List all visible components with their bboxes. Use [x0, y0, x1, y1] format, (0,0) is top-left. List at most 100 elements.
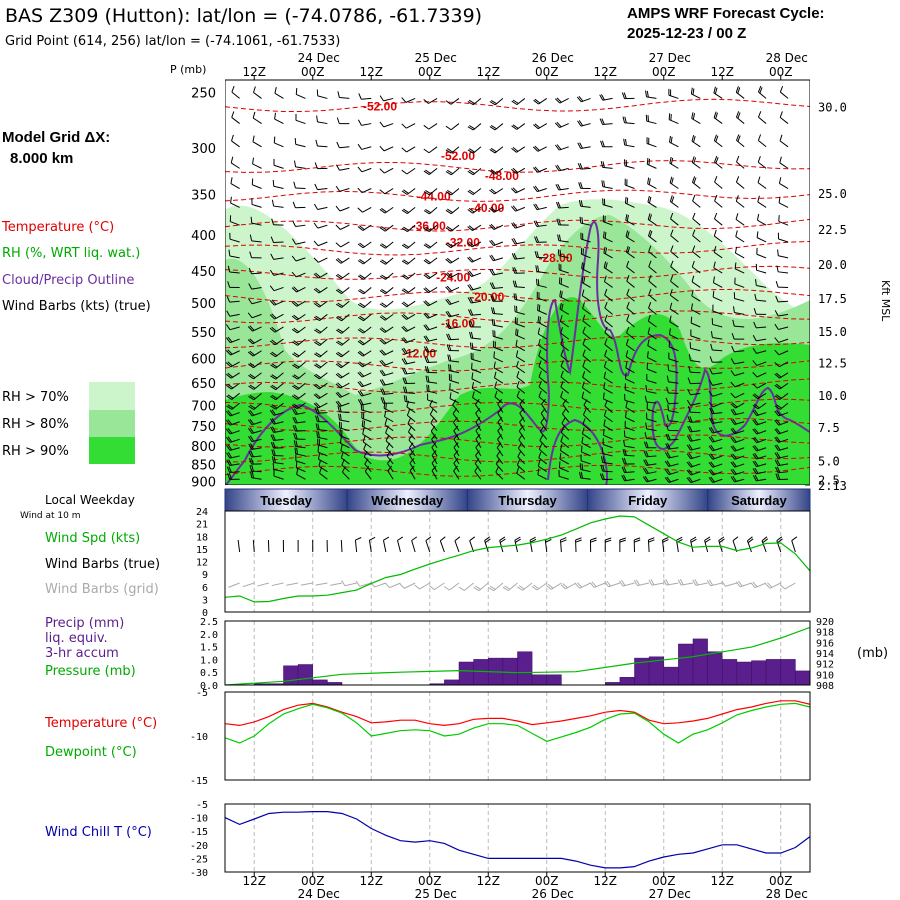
- wind-barb-feather: [314, 364, 320, 369]
- wind-barb-feather: [580, 200, 583, 207]
- wind-barb-feather: [752, 394, 759, 400]
- wind-barb-feather: [774, 362, 780, 368]
- wind-barb-feather: [691, 275, 695, 282]
- wind-barb-feather: [250, 450, 254, 457]
- wind-barb-feather: [291, 238, 297, 245]
- wind-barb: [626, 307, 635, 315]
- wind-barb: [493, 357, 504, 363]
- wind-barb-feather: [227, 383, 234, 389]
- wind-barb: [537, 474, 547, 480]
- wind-barb: [602, 444, 613, 449]
- wind-barb-feather: [231, 111, 235, 118]
- wind-barb-feather: [445, 149, 452, 154]
- wind-barb-feather: [580, 471, 583, 479]
- wind-barb-feather: [248, 395, 255, 401]
- axis-tick-label: 3: [202, 595, 208, 606]
- wind-barb-feather: [449, 364, 452, 372]
- wind-barb-feather: [381, 327, 387, 332]
- wind-barb-feather: [359, 274, 366, 279]
- wind-barb-feather: [423, 301, 429, 307]
- wind-barb-feather: [776, 436, 781, 443]
- wind-barb-feather: [730, 469, 736, 475]
- wind-barb-feather: [736, 155, 740, 163]
- wind-barb-feather: [357, 119, 362, 126]
- wind-barb-feather: [381, 388, 386, 395]
- wind-barb-feather: [445, 273, 451, 279]
- wind-barb-feather: [582, 408, 587, 416]
- wind-barb-feather: [577, 120, 582, 127]
- wind-barb: [736, 161, 745, 169]
- wind-barb-feather: [517, 442, 523, 449]
- wind-barb: [317, 188, 328, 191]
- wind-barb-feather: [425, 208, 432, 214]
- wind-barb-feather: [752, 461, 757, 467]
- wind-barb-feather: [774, 437, 779, 443]
- wind-barb-feather: [530, 538, 537, 543]
- wind-barb-feather: [559, 315, 563, 322]
- wind-barb-feather: [357, 290, 364, 295]
- wind-barb: [317, 241, 328, 247]
- wind-barb-feather: [714, 194, 718, 202]
- wind-barb-feather: [776, 419, 781, 425]
- wind-barb: [735, 218, 745, 226]
- axis-tick-label: -15: [190, 776, 208, 787]
- wind-barb-feather: [423, 288, 429, 294]
- grid-wind-barb: [228, 582, 240, 588]
- wind-barb: [734, 268, 745, 274]
- wind-barb-feather: [248, 458, 253, 465]
- wind-barb-feather: [513, 238, 518, 244]
- wind-barb-feather: [752, 428, 758, 435]
- wind-barb-feather: [778, 177, 782, 184]
- wind-barb-feather: [448, 344, 452, 351]
- pressure-tick-label: 400: [191, 229, 216, 244]
- wind-barb-feather: [710, 343, 713, 351]
- wind-barb-feather: [602, 428, 605, 436]
- wind-barb-feather: [292, 201, 296, 208]
- wind-barb: [734, 298, 745, 302]
- wind-barb: [273, 164, 284, 169]
- wind-barb-feather: [291, 271, 297, 278]
- wind-barb-feather: [533, 204, 538, 210]
- wind-barb-feather: [511, 100, 518, 106]
- axis-tick-label: 12: [196, 558, 208, 569]
- wind-barb: [539, 448, 548, 457]
- wind-barb: [646, 408, 657, 414]
- wind-barb-feather: [576, 96, 582, 103]
- wind-barb-feather: [313, 384, 320, 390]
- wind-barb-feather: [730, 476, 735, 483]
- wind-barb-feather: [693, 157, 697, 164]
- true-wind-barb: [791, 540, 796, 553]
- wind-barb-feather: [493, 371, 497, 378]
- wind-barb-feather: [604, 247, 608, 254]
- wind-barb-feather: [649, 230, 653, 238]
- wind-barb-feather: [403, 208, 409, 213]
- wind-barb-feather: [556, 97, 562, 103]
- wind-barb: [582, 423, 591, 432]
- wind-barb: [625, 367, 635, 374]
- wind-barb-feather: [691, 156, 695, 163]
- wind-barb: [295, 143, 306, 148]
- wind-barb: [712, 392, 723, 397]
- wind-barb-feather: [403, 243, 410, 248]
- wind-barb-feather: [249, 373, 256, 379]
- wind-barb-feather: [582, 338, 586, 345]
- wind-barb-feather: [337, 288, 344, 293]
- wind-barb-feather: [491, 282, 496, 289]
- wind-barb-feather: [557, 183, 562, 190]
- wind-barb-feather: [732, 418, 737, 425]
- wind-barb-feather: [424, 273, 431, 279]
- wind-barb-feather: [315, 373, 322, 379]
- wind-barb-feather: [600, 464, 604, 472]
- wind-barb-feather: [671, 177, 674, 185]
- wind-barb-feather: [687, 388, 691, 395]
- wind-barb-feather: [621, 580, 626, 586]
- wind-barb-feather: [489, 148, 496, 154]
- wind-barb-feather: [560, 338, 564, 345]
- wind-barb-feather: [692, 229, 696, 236]
- wind-barb-feather: [359, 225, 365, 230]
- height-tick-label: 22.5: [818, 223, 847, 237]
- wind-barb-feather: [384, 410, 387, 417]
- wind-barb-feather: [227, 281, 231, 288]
- wind-barb-feather: [425, 346, 430, 353]
- wind-barb-feather: [293, 432, 296, 440]
